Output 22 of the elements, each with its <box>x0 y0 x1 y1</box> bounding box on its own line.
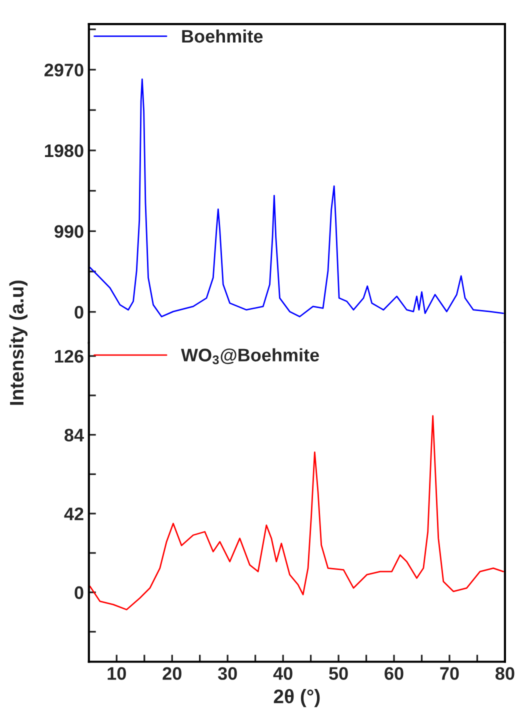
x-tick-label: 30 <box>218 667 237 680</box>
y-tick-label: 0 <box>74 306 84 319</box>
x-tick-label: 70 <box>440 667 459 680</box>
y-tick-label: 2970 <box>44 64 84 76</box>
line-series <box>89 415 504 610</box>
x-tick-label: 50 <box>329 667 348 680</box>
x-axis-title: 2θ (°) <box>274 689 320 708</box>
y-tick-label: 0 <box>74 586 84 600</box>
y-tick-label: 42 <box>64 508 84 520</box>
x-tick-label: 20 <box>162 667 182 680</box>
y-tick-label: 126 <box>55 350 84 363</box>
y-tick-label: 1980 <box>45 144 84 158</box>
x-tick-label: 60 <box>384 667 404 680</box>
x-tick-label: 40 <box>273 667 292 680</box>
y-axis-title: Intensity (a.u) <box>9 280 28 405</box>
legend-label: WO$_{3}$@Boehmite <box>180 348 319 364</box>
y-tick-label: 84 <box>64 428 84 442</box>
y-tick-label: 990 <box>54 225 84 238</box>
legend-label: Boehmite <box>182 29 263 43</box>
line-series <box>89 78 504 318</box>
x-tick-label: 80 <box>495 667 514 680</box>
x-tick-label: 10 <box>108 667 126 680</box>
